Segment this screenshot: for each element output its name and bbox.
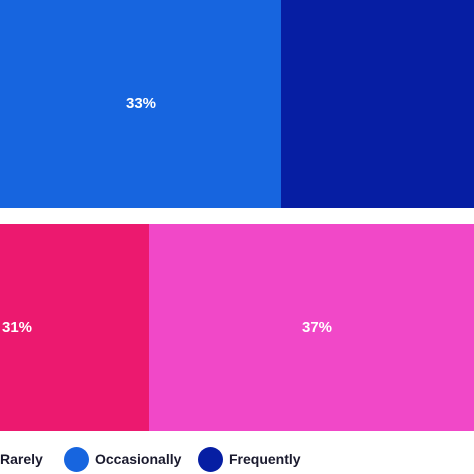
chart-legend: Rarely Occasionally Frequently — [0, 444, 474, 474]
legend-item-frequently: Frequently — [198, 446, 301, 472]
legend-label-rarely: Rarely — [0, 451, 43, 467]
data-label-bar-2-rarely: 31% — [2, 319, 32, 336]
bar-2-segment-occasionally — [149, 224, 474, 431]
stacked-bar-chart: 33% 31% 37% — [0, 0, 474, 431]
bar-1-segment-frequently — [281, 0, 474, 208]
data-label-bar-2-occasionally: 37% — [302, 319, 332, 336]
data-label-bar-1-occasionally: 33% — [126, 95, 156, 112]
legend-item-rarely: Rarely — [0, 451, 43, 467]
bar-2-segment-rarely — [0, 224, 149, 431]
legend-label-occasionally: Occasionally — [95, 451, 182, 467]
legend-label-frequently: Frequently — [229, 451, 301, 467]
legend-item-occasionally: Occasionally — [64, 446, 182, 472]
legend-swatch-frequently — [198, 446, 223, 472]
bar-1-segment-occasionally — [0, 0, 281, 208]
legend-swatch-occasionally — [64, 446, 89, 472]
